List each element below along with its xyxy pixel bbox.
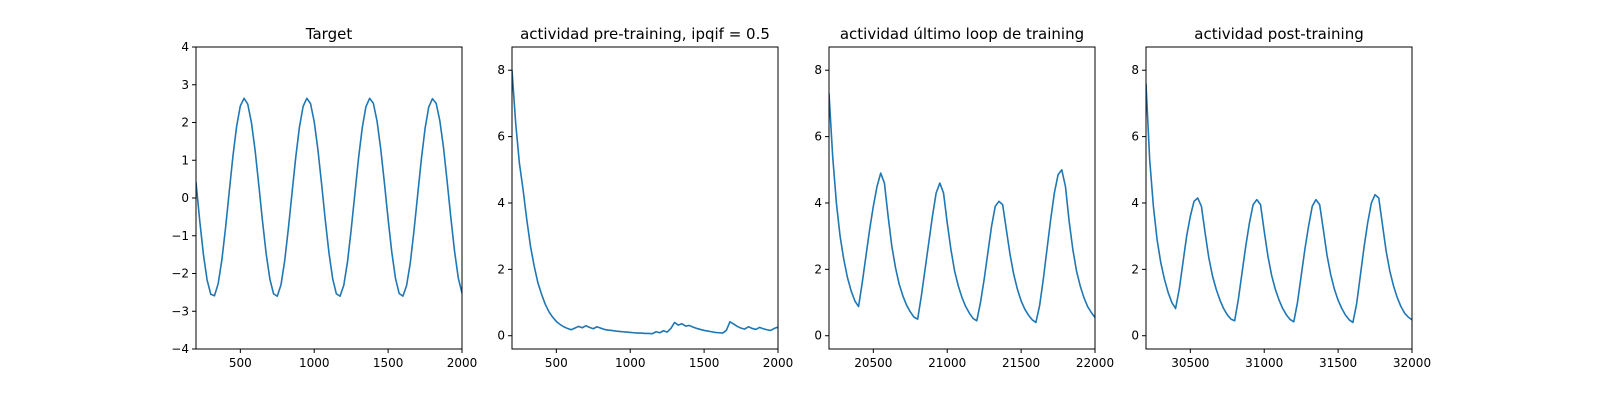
x-tick-label: 1500 [373,356,404,370]
x-tick-label: 500 [545,356,568,370]
y-tick-label: 1 [181,153,189,167]
y-tick-label: 6 [497,130,505,144]
x-tick-label: 500 [229,356,252,370]
y-tick-label: −3 [171,304,189,318]
x-tick-label: 31000 [1245,356,1283,370]
chart-title: actividad post-training [1194,25,1363,43]
chart-title: actividad pre-training, ipqif = 0.5 [520,25,770,43]
axes-frame [511,46,779,350]
y-tick-label: 0 [814,329,822,343]
y-tick-label: −4 [171,342,189,356]
x-tick-label: 2000 [763,356,794,370]
y-tick-label: 8 [814,63,822,77]
y-tick-label: 3 [181,78,189,92]
y-tick-label: 8 [1131,63,1139,77]
chart-panel-2: actividad pre-training, ipqif = 0.5 500 10… [497,25,793,370]
y-tick-label: 4 [814,196,822,210]
series-line [829,93,1095,324]
x-tick-label: 2000 [447,356,478,370]
axes-frame [828,46,1096,350]
y-tick-label: 2 [814,262,822,276]
y-tick-label: 8 [497,63,505,77]
x-tick-label: 22000 [1076,356,1114,370]
chart-title: actividad último loop de training [840,25,1084,43]
chart-panel-1: Target 500 1000 1500 2000 −4 −3 −2 −1 0 1 2 3 4 [171,25,477,370]
y-tick-label: 6 [814,130,822,144]
x-tick-label: 21000 [928,356,966,370]
y-tick-label: −1 [171,229,189,243]
y-tick-label: −2 [171,267,189,281]
x-tick-label: 1500 [689,356,720,370]
x-tick-label: 21500 [1002,356,1040,370]
y-tick-label: 0 [1131,329,1139,343]
x-tick-label: 1000 [615,356,646,370]
x-tick-label: 20500 [854,356,892,370]
chart-title: Target [305,25,353,43]
x-tick-label: 30500 [1171,356,1209,370]
x-tick-label: 1000 [299,356,330,370]
chart-panel-4: actividad post-training 30500 31000 31500 32… [1131,25,1431,370]
series-line [512,70,778,335]
x-tick-label: 32000 [1393,356,1431,370]
y-tick-label: 2 [181,116,189,130]
y-tick-label: 4 [181,40,189,54]
y-tick-label: 4 [497,196,505,210]
chart-panel-3: actividad último loop de training 20500 21… [814,25,1114,370]
y-tick-label: 0 [497,329,505,343]
y-tick-label: 0 [181,191,189,205]
axes-frame [1145,46,1413,350]
x-tick-label: 31500 [1319,356,1357,370]
y-tick-label: 2 [497,262,505,276]
series-line [1146,83,1412,324]
axes-frame [195,46,463,350]
series-line [196,97,462,297]
y-tick-label: 2 [1131,262,1139,276]
y-tick-label: 6 [1131,130,1139,144]
y-tick-label: 4 [1131,196,1139,210]
